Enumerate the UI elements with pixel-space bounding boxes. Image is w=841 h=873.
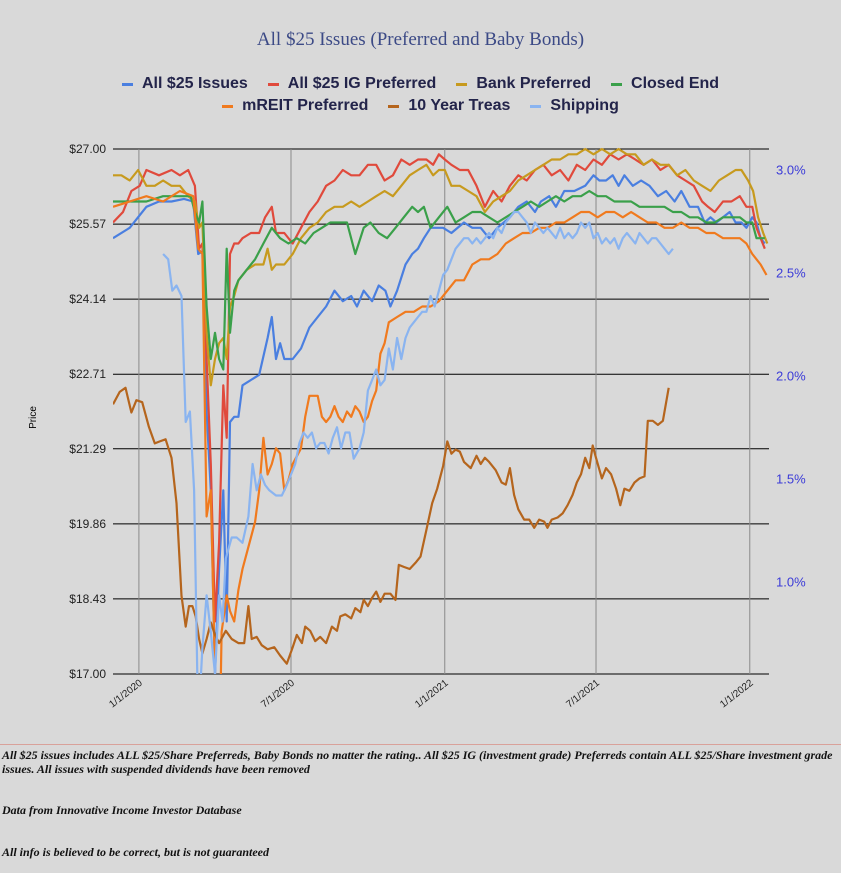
legend-label: Bank Preferred [476,75,592,92]
y2-tick-label: 2.5% [776,266,806,281]
legend-swatch [611,82,623,86]
footnote-disclaimer: All info is believed to be correct, but … [2,845,269,859]
y2-tick-label: 1.5% [776,471,806,486]
y-tick-label: $24.14 [69,292,106,306]
legend-swatch [456,82,468,86]
x-tick-label: 7/1/2020 [259,677,297,710]
y-tick-label: $22.71 [69,367,106,381]
series-line-closed-end [113,189,765,371]
y-axis-label: Price [27,406,39,429]
series-line-mreit-preferred [113,189,768,674]
legend-item: 10 Year Treas [388,96,510,116]
chart-legend: All $25 Issues All $25 IG Preferred Bank P… [40,74,801,116]
legend-swatch [388,104,400,108]
series-line-10-year-treas [113,386,670,665]
legend-swatch [267,82,279,86]
legend-label: Closed End [631,75,720,92]
legend-item: Closed End [611,74,719,94]
x-tick-label: 1/1/2021 [413,677,451,710]
x-tick-label: 1/1/2022 [718,677,756,710]
footnote-source: Data from Innovative Income Investor Dat… [2,803,242,817]
y-tick-label: $21.29 [69,442,106,456]
legend-label: Shipping [550,97,619,114]
chart-title: All $25 Issues (Preferred and Baby Bonds… [256,29,585,50]
y-tick-label: $25.57 [69,217,106,231]
y2-tick-label: 3.0% [776,163,806,178]
footnote-rating: All $25 issues includes ALL $25/Share Pr… [2,748,833,776]
legend-item: Shipping [530,96,619,116]
y-tick-label: $27.00 [69,142,106,156]
legend-item: All $25 Issues [121,74,248,94]
line-chart: $27.00 $25.57 $24.14 $22.71 $21.29 $19.86 $18.… [69,142,806,710]
x-tick-label: 7/1/2021 [564,677,602,710]
y2-tick-label: 1.0% [776,574,806,589]
footnote-divider [0,744,841,745]
legend-swatch [222,104,234,108]
series-line-all-25-ig-preferred [113,153,766,623]
y-tick-label: $19.86 [69,517,106,531]
y-tick-label: $18.43 [69,592,106,606]
legend-label: 10 Year Treas [408,97,511,114]
legend-item: Bank Preferred [456,74,591,94]
legend-label: mREIT Preferred [242,97,369,114]
legend-swatch [121,82,133,86]
legend-label: All $25 IG Preferred [287,75,437,92]
legend-item: All $25 IG Preferred [267,74,437,94]
series-line-shipping [162,210,674,674]
y2-tick-label: 2.0% [776,368,806,383]
legend-item: mREIT Preferred [222,96,368,116]
series-line-all-25-issues [113,174,766,674]
series-line-bank-preferred [113,147,769,387]
legend-swatch [530,104,542,108]
legend-label: All $25 Issues [141,75,248,92]
x-tick-label: 1/1/2020 [107,677,145,710]
y-tick-label: $17.00 [69,667,106,681]
